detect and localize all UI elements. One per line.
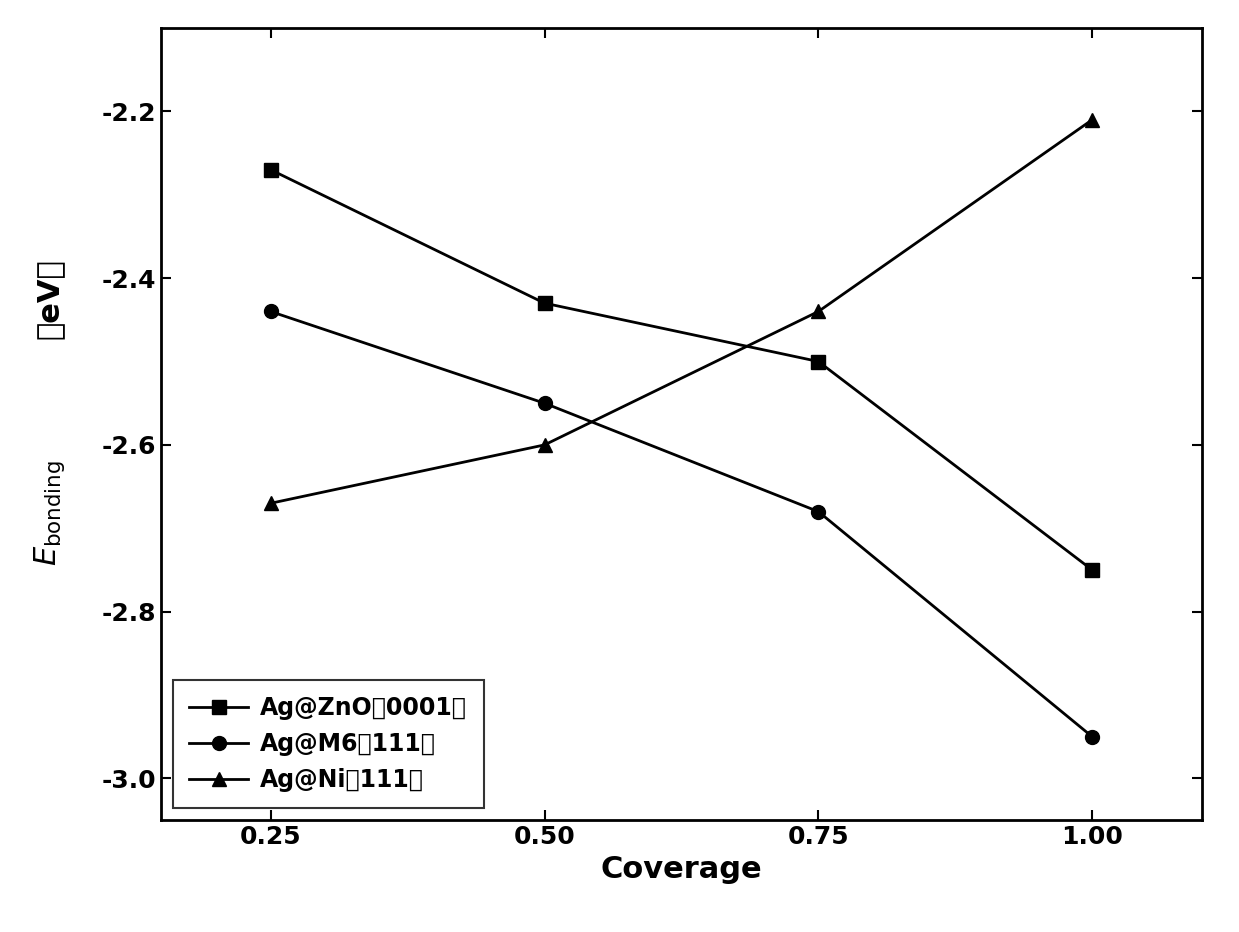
Ag@M6（111） [812,506,826,517]
X-axis label: Coverage: Coverage [601,855,762,884]
Line: Ag@ZnO（0001）: Ag@ZnO（0001） [264,163,1099,577]
Ag@M6（111） [263,306,278,317]
Ag@Ni（111） [263,498,278,509]
Ag@ZnO（0001） [536,297,551,308]
Line: Ag@M6（111）: Ag@M6（111） [264,305,1099,744]
Ag@M6（111） [1085,732,1100,743]
Ag@Ni（111） [812,306,826,317]
Text: （eV）: （eV） [35,258,64,338]
Text: $E_{\mathrm{bonding}}$: $E_{\mathrm{bonding}}$ [32,459,67,566]
Ag@Ni（111） [1085,114,1100,125]
Ag@ZnO（0001） [1085,565,1100,576]
Line: Ag@Ni（111）: Ag@Ni（111） [264,113,1099,510]
Ag@Ni（111） [536,439,551,450]
Ag@M6（111） [536,398,551,409]
Legend: Ag@ZnO（0001）, Ag@M6（111）, Ag@Ni（111）: Ag@ZnO（0001）, Ag@M6（111）, Ag@Ni（111） [173,679,483,808]
Ag@ZnO（0001） [812,356,826,367]
Ag@ZnO（0001） [263,164,278,175]
